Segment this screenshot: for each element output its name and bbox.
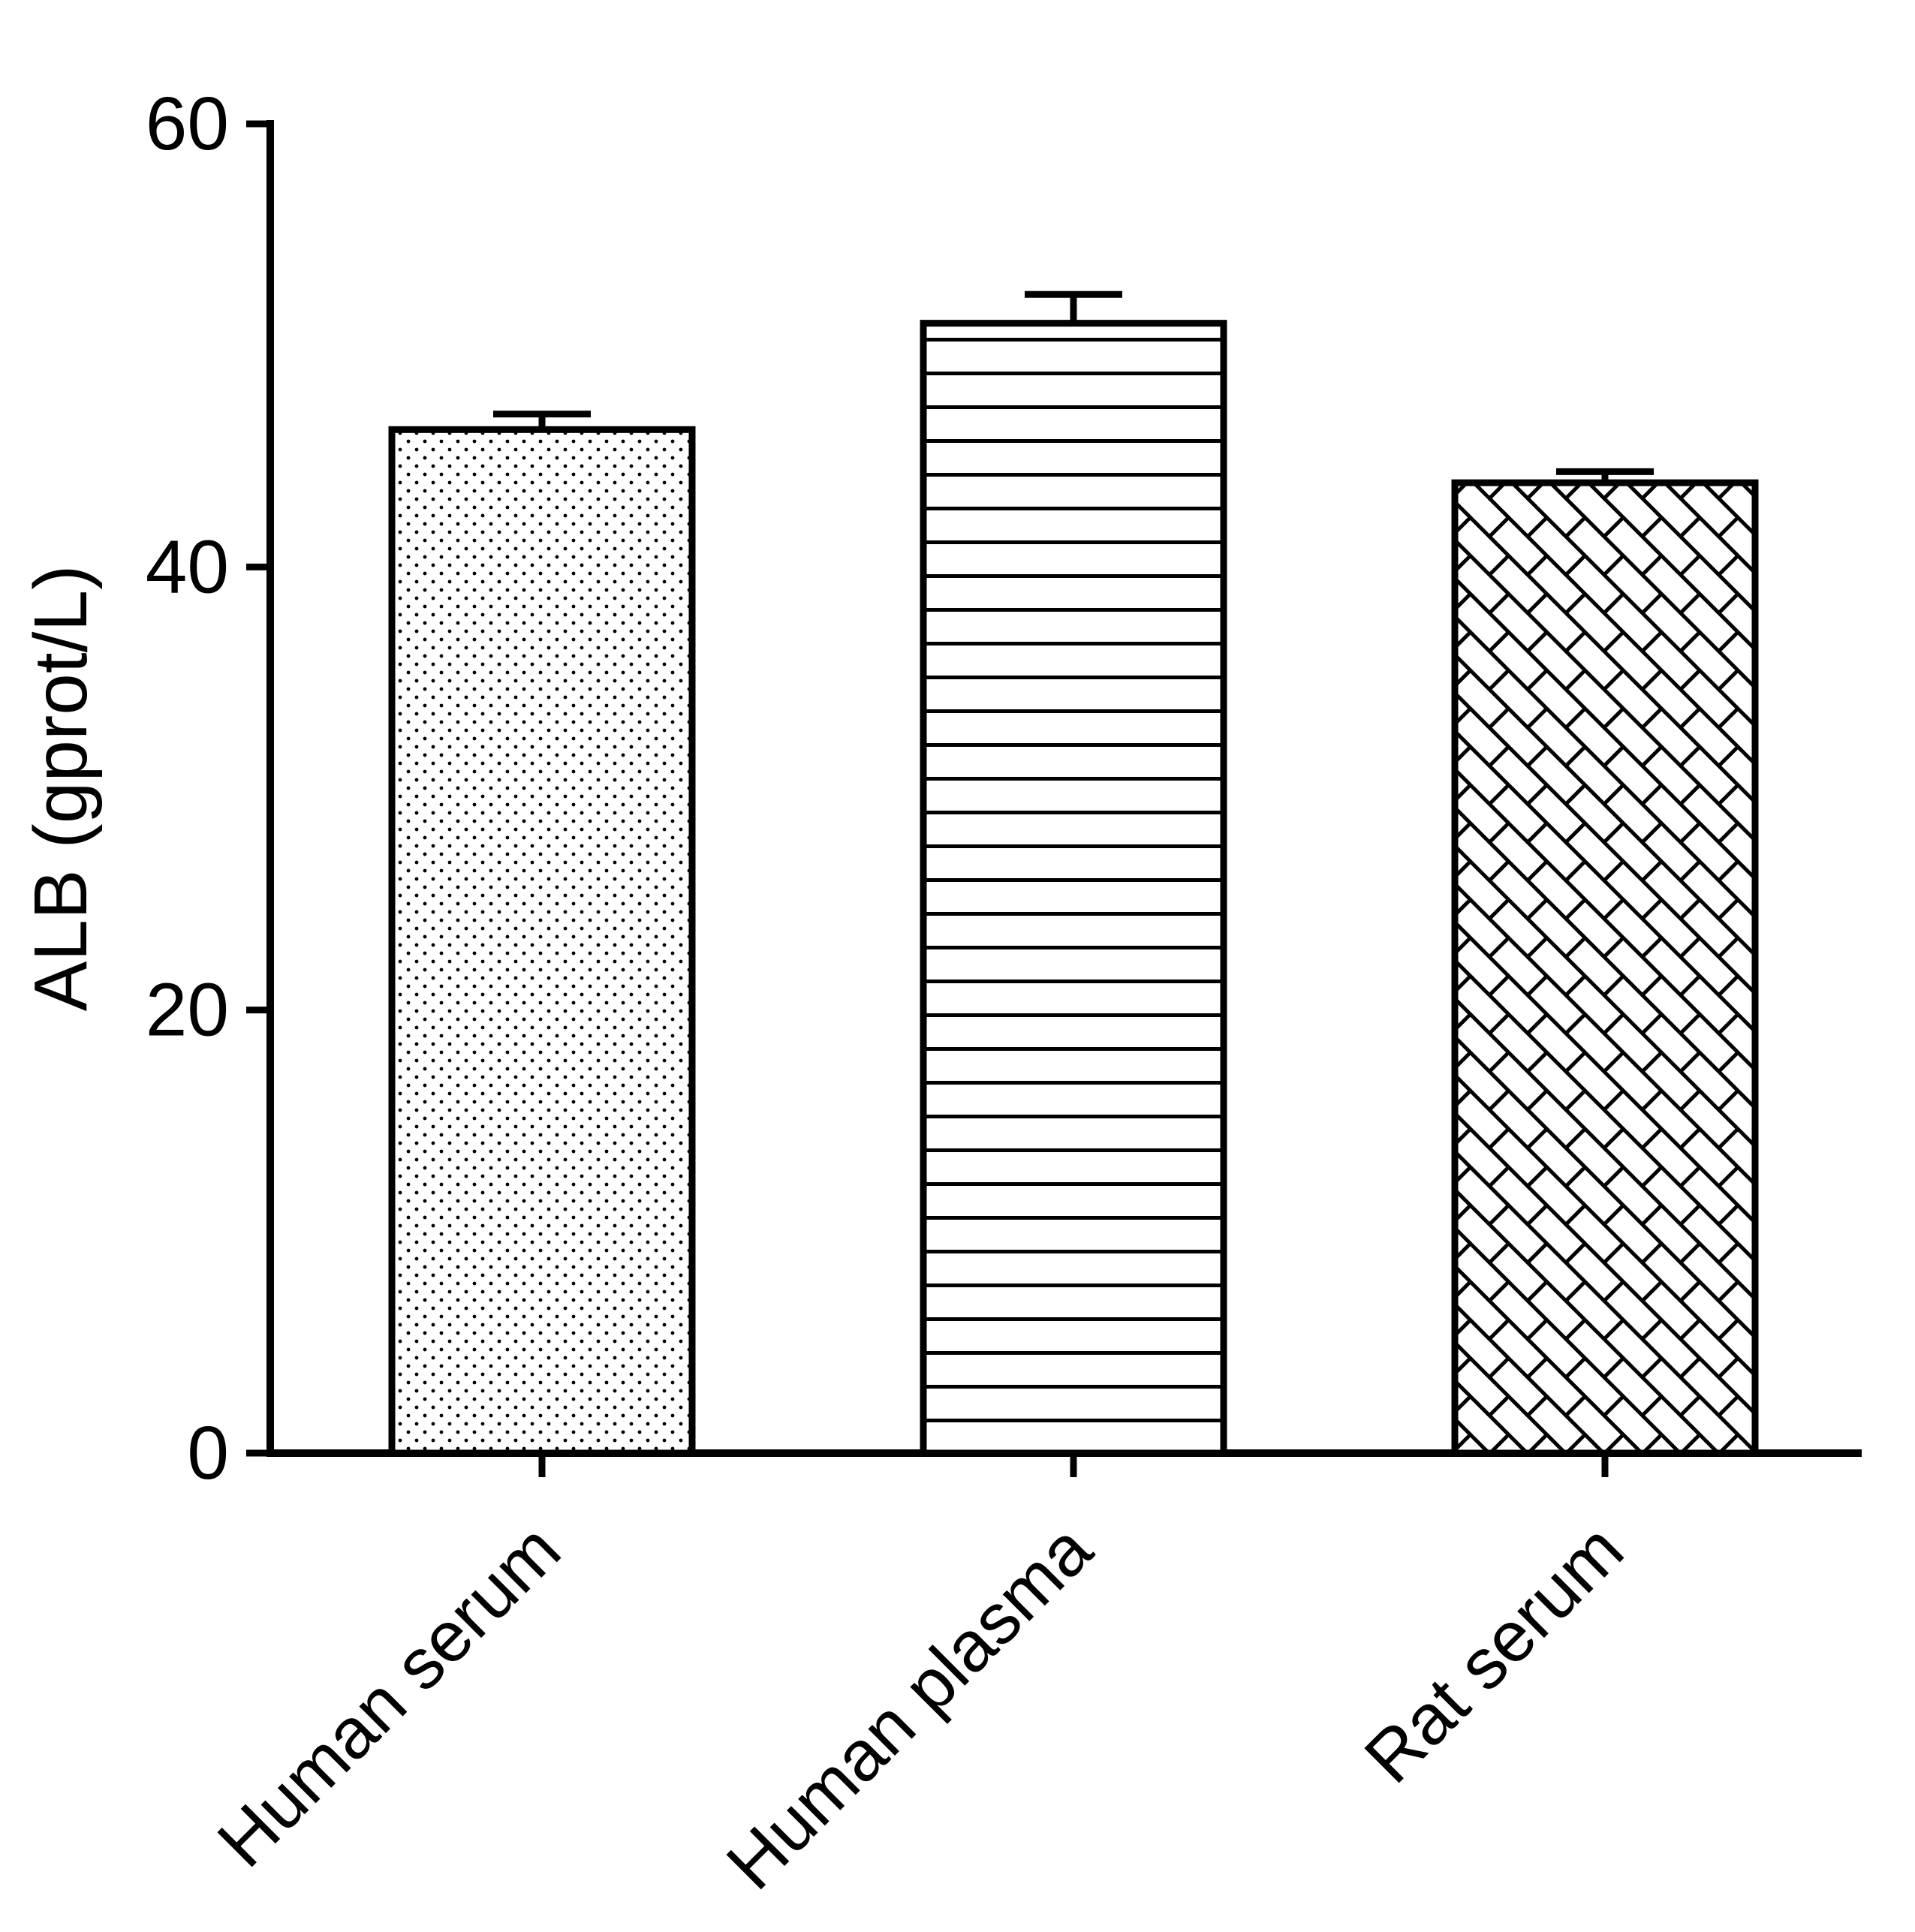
y-axis-label: ALB (gprot/L): [19, 565, 103, 1012]
y-tick-label: 20: [146, 968, 229, 1052]
y-tick-label: 60: [146, 82, 229, 166]
x-tick-label: Rat serum: [1350, 1509, 1639, 1798]
x-tick-label: Human plasma: [712, 1509, 1107, 1905]
bars: Human serum Human plasma Rat serum: [203, 290, 1759, 1905]
y-tick-label: 40: [146, 525, 229, 609]
x-tick-label: Human serum: [203, 1509, 576, 1882]
bar-1: [920, 320, 1227, 1457]
bar-0: [388, 426, 696, 1457]
bar-2: [1451, 479, 1759, 1457]
axes: 0 20 40 60: [146, 82, 1862, 1495]
y-tick-label: 0: [187, 1411, 229, 1495]
